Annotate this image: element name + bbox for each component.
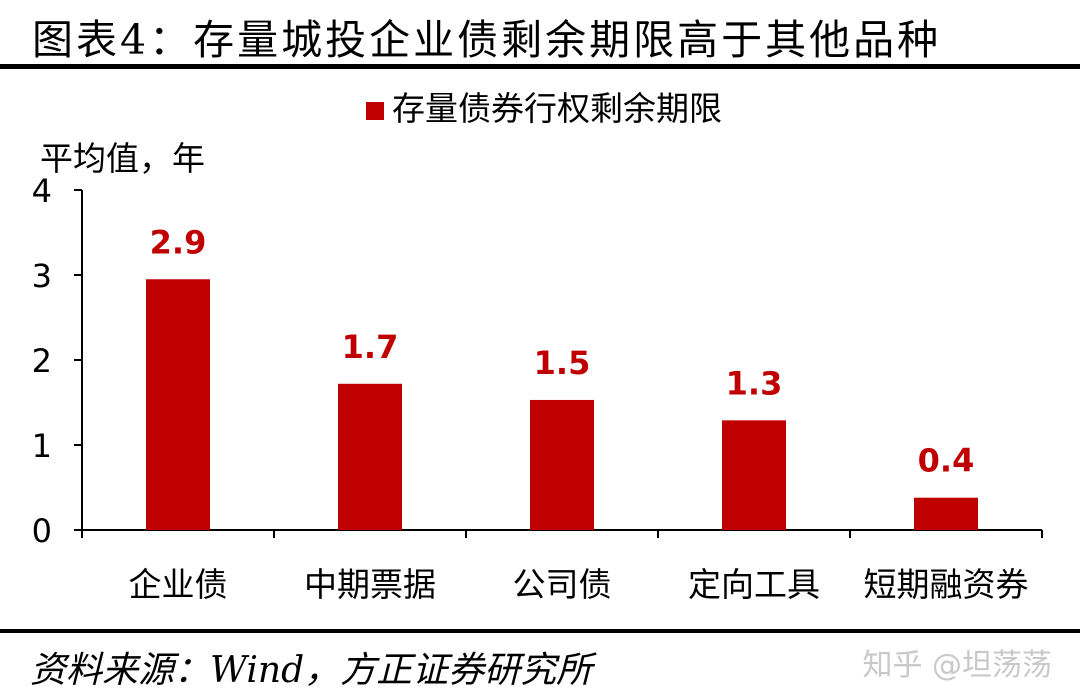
data-label: 2.9	[150, 223, 207, 261]
bar	[914, 497, 978, 530]
y-tick-label: 1	[32, 427, 52, 465]
bars: 2.9 企业债 1.7 中期票据 1.5 公司债 1.3 定向工具 0.4 短期融资券	[129, 223, 1029, 604]
data-label: 0.4	[918, 442, 975, 480]
legend-label: 存量债券行权剩余期限	[392, 89, 722, 128]
bar-chart: 存量债券行权剩余期限 平均值，年 0 1 2 3 4 2.9 企业债 1.7 中期票据 1.5 公…	[32, 89, 1043, 604]
y-tick-label: 3	[32, 257, 52, 295]
x-tick-label: 企业债	[129, 565, 228, 604]
watermark: 知乎 @坦荡荡	[862, 648, 1052, 683]
bar	[338, 383, 402, 530]
bar	[722, 420, 786, 530]
axes: 0 1 2 3 4	[32, 172, 1043, 550]
legend: 存量债券行权剩余期限	[366, 89, 722, 128]
source-note: 资料来源：Wind，方正证券研究所	[30, 650, 593, 691]
x-tick-label: 中期票据	[304, 565, 436, 604]
x-tick-label: 公司债	[513, 565, 612, 604]
y-tick-label: 2	[32, 342, 52, 380]
top-rule	[0, 64, 1080, 69]
y-axis-label: 平均值，年	[40, 139, 205, 178]
y-tick-label: 0	[32, 512, 52, 550]
data-label: 1.7	[342, 328, 399, 366]
figure-title: 图表4：存量城投企业债剩余期限高于其他品种	[32, 16, 942, 64]
bar	[146, 279, 210, 530]
legend-swatch	[366, 102, 384, 120]
data-label: 1.5	[534, 344, 591, 382]
x-tick-label: 短期融资券	[864, 565, 1029, 604]
bottom-rule	[0, 629, 1080, 633]
data-label: 1.3	[726, 364, 783, 402]
y-tick-label: 4	[32, 172, 52, 210]
x-tick-label: 定向工具	[688, 565, 820, 604]
bar	[530, 399, 594, 530]
